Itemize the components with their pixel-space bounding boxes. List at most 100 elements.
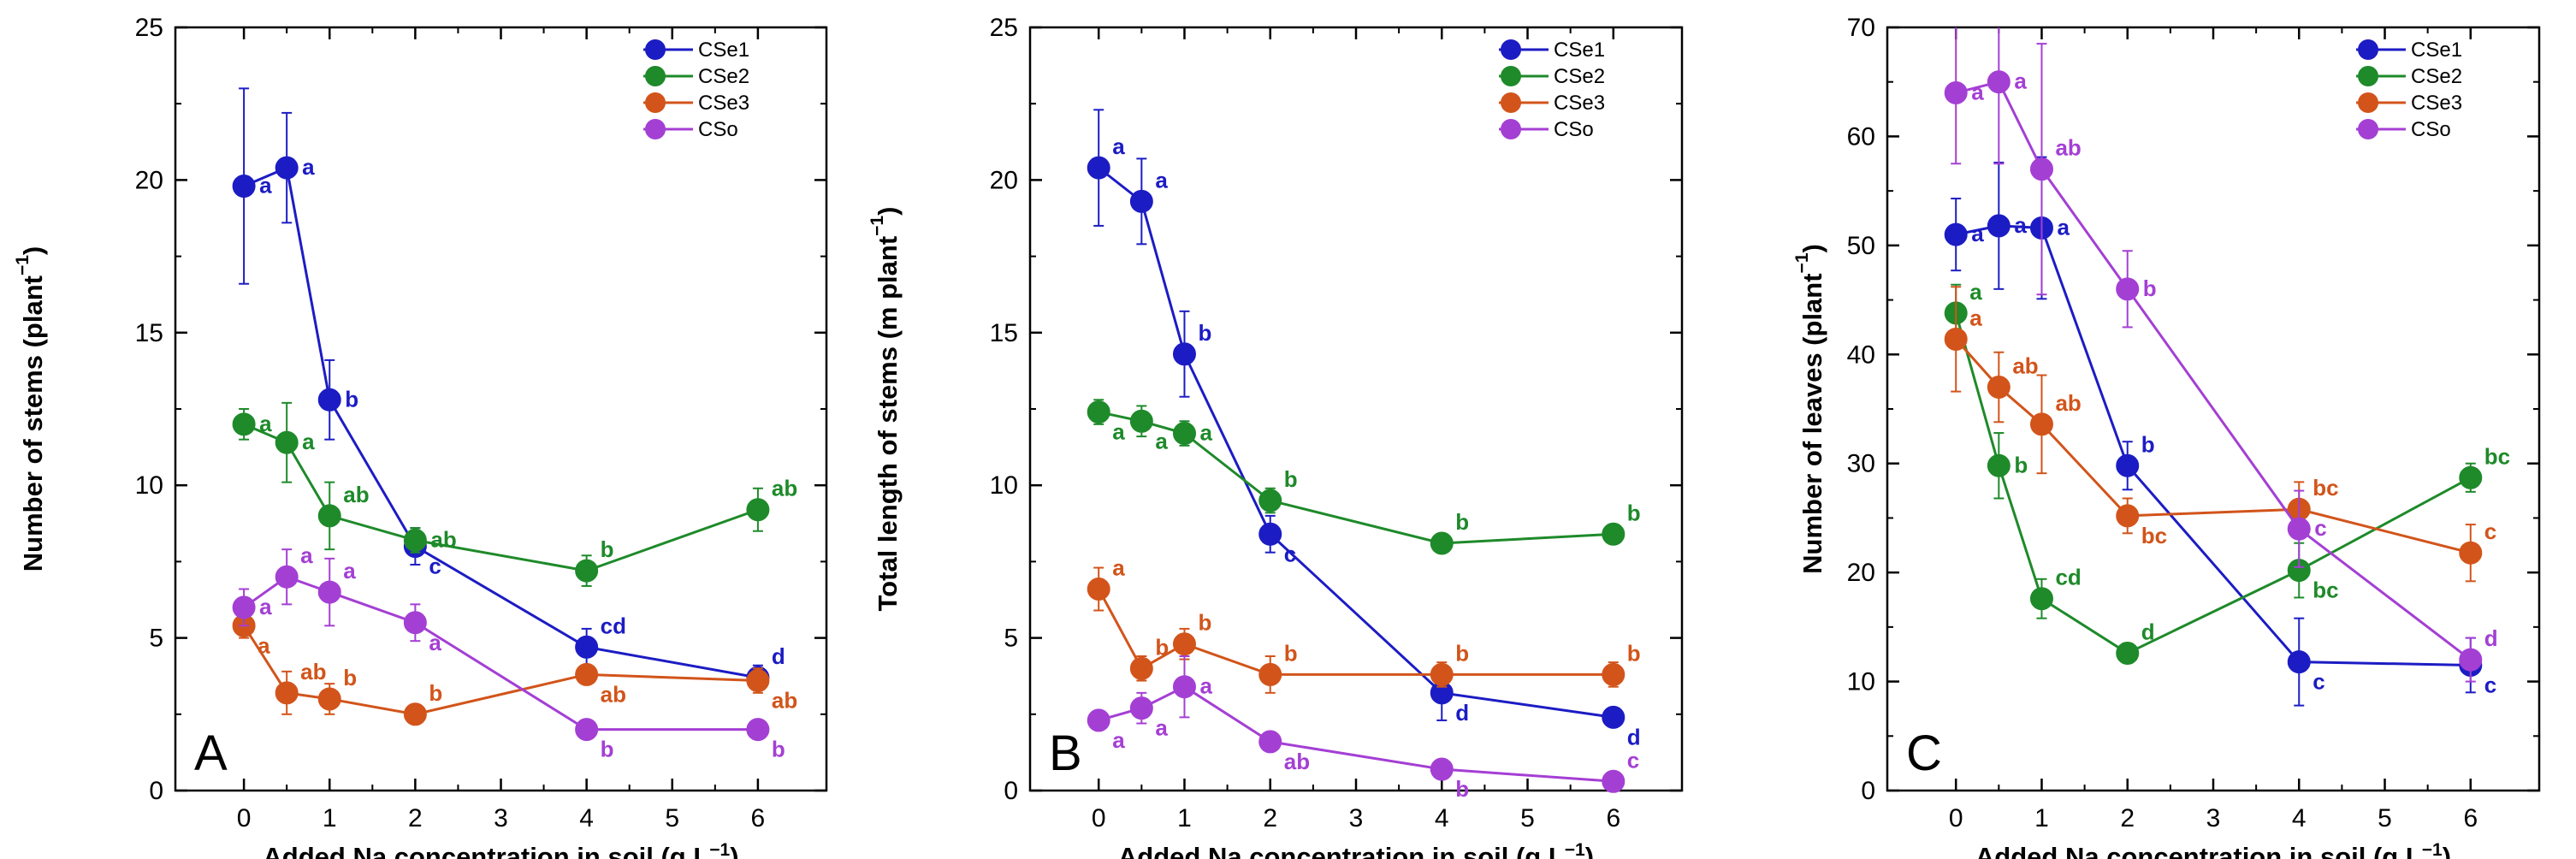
data-point bbox=[403, 611, 427, 635]
x-tick-label: 0 bbox=[1949, 804, 1963, 832]
x-axis-title: Added Na concentration in soil (g L−1) bbox=[263, 840, 738, 859]
x-axis-title-sup: −1 bbox=[1565, 840, 1585, 859]
significance-letter: a bbox=[1155, 167, 1168, 193]
significance-letter: a bbox=[1112, 419, 1125, 445]
legend-label: CSe3 bbox=[1554, 92, 1605, 115]
y-tick-label: 15 bbox=[990, 319, 1018, 347]
data-point bbox=[317, 388, 341, 412]
panel-b-stems-length: 0 5 10 15 20 25 0 1 2 3 4 5 6 Added Na concentration … bbox=[868, 14, 1684, 859]
data-point bbox=[1602, 705, 1626, 729]
panel-a-stems-count: 0 5 10 15 20 25 0 1 2 3 4 5 6 Added Na concentration … bbox=[13, 14, 828, 859]
x-tick-label: 3 bbox=[494, 804, 508, 832]
significance-letter: cd bbox=[601, 613, 626, 638]
significance-letter: b bbox=[601, 737, 614, 762]
y-tick-label: 10 bbox=[135, 471, 163, 500]
legend-marker bbox=[1501, 39, 1521, 60]
significance-letter: d bbox=[2484, 625, 2498, 651]
series-cse2: a a a b b b bbox=[1087, 399, 1641, 555]
legend-marker bbox=[1501, 66, 1521, 86]
series-cse3: aab bb ab ab bbox=[232, 613, 797, 726]
significance-letter: b bbox=[2143, 275, 2157, 301]
data-point bbox=[2459, 541, 2483, 565]
data-point bbox=[232, 175, 256, 198]
y-axis-title: Number of leaves (plant−1) bbox=[1792, 244, 1827, 574]
y-axis-title-end: ) bbox=[1797, 244, 1827, 252]
data-point bbox=[275, 156, 299, 180]
significance-letter: a bbox=[1112, 555, 1125, 581]
significance-letter: b bbox=[601, 536, 614, 562]
x-tick-label: 4 bbox=[2292, 804, 2307, 832]
data-point bbox=[232, 412, 256, 436]
legend-label: CSo bbox=[1554, 118, 1594, 141]
legend: CSe1 CSe2 CSe3 CSo bbox=[643, 39, 749, 141]
y-axis-title: Number of stems (plant−1) bbox=[13, 246, 48, 572]
significance-letter: a bbox=[259, 173, 272, 198]
legend: CSe1 CSe2 CSe3 CSo bbox=[2356, 39, 2462, 141]
data-point bbox=[1129, 189, 1153, 213]
data-point bbox=[2029, 587, 2053, 611]
data-point bbox=[1944, 80, 1968, 104]
x-tick-label: 6 bbox=[751, 804, 766, 832]
plot-frame bbox=[1028, 26, 1684, 792]
significance-letter: a bbox=[1112, 133, 1125, 159]
significance-letter: ab bbox=[1284, 749, 1310, 774]
y-tick-label: 30 bbox=[1847, 450, 1875, 478]
significance-letter: ab bbox=[772, 688, 797, 714]
data-point bbox=[2029, 157, 2053, 181]
data-point bbox=[1087, 578, 1110, 601]
x-tick-label: 0 bbox=[1092, 804, 1106, 832]
significance-letter: a bbox=[1971, 79, 1984, 104]
legend-marker bbox=[1501, 92, 1521, 113]
legend-marker bbox=[2358, 119, 2378, 139]
data-point bbox=[1258, 489, 1282, 512]
significance-letter: c bbox=[429, 554, 441, 579]
x-tick-label: 2 bbox=[2120, 804, 2135, 832]
significance-letter: b bbox=[1198, 320, 1211, 346]
x-tick-label: 3 bbox=[2206, 804, 2221, 832]
x-tick-label: 5 bbox=[1520, 804, 1535, 832]
significance-letter: ab bbox=[300, 659, 326, 684]
significance-letter: b bbox=[1455, 640, 1469, 666]
data-point bbox=[1129, 696, 1153, 720]
y-tick-label: 50 bbox=[1847, 232, 1875, 260]
data-point bbox=[1172, 422, 1196, 446]
data-point bbox=[2287, 517, 2311, 541]
significance-letter: b bbox=[429, 680, 442, 706]
x-axis-title-sup: −1 bbox=[2422, 840, 2443, 859]
x-axis-title-end: ) bbox=[730, 842, 738, 859]
significance-letter: b bbox=[1155, 634, 1169, 660]
legend-marker bbox=[645, 119, 666, 139]
data-point bbox=[1129, 656, 1153, 680]
significance-letter: b bbox=[1455, 509, 1469, 535]
significance-letter: a bbox=[1155, 715, 1168, 741]
y-tick-label: 15 bbox=[135, 319, 163, 347]
significance-letter: ab bbox=[343, 482, 369, 507]
data-point bbox=[1944, 327, 1968, 351]
data-point bbox=[575, 635, 599, 659]
legend-marker bbox=[2358, 39, 2378, 60]
significance-letter: a bbox=[302, 154, 315, 180]
significance-letter: d bbox=[1455, 700, 1469, 726]
legend: CSe1 CSe2 CSe3 CSo bbox=[1499, 39, 1605, 141]
y-axis-title-main: Number of stems (plant bbox=[18, 275, 48, 572]
significance-letter: c bbox=[1284, 541, 1296, 566]
x-tick-label: 0 bbox=[237, 804, 252, 832]
significance-letter: a bbox=[2014, 212, 2027, 238]
panel-c-leaves-count: 0 10 20 30 40 50 60 70 0 1 2 3 4 5 6 Added Na concentra… bbox=[1792, 14, 2541, 859]
data-point bbox=[1987, 70, 2010, 94]
data-point bbox=[232, 595, 256, 619]
legend-label: CSo bbox=[698, 118, 738, 141]
series-line-cse1 bbox=[243, 166, 759, 679]
panel-letter: A bbox=[194, 726, 228, 781]
legend-label: CSe2 bbox=[2411, 65, 2462, 88]
legend-marker bbox=[2358, 92, 2378, 113]
significance-letter: c bbox=[2314, 515, 2326, 541]
significance-letter: a bbox=[1199, 420, 1212, 446]
significance-letter: cd bbox=[2055, 565, 2081, 590]
legend-label: CSe3 bbox=[698, 92, 749, 115]
significance-letter: bc bbox=[2484, 443, 2510, 469]
data-point bbox=[1258, 730, 1282, 754]
